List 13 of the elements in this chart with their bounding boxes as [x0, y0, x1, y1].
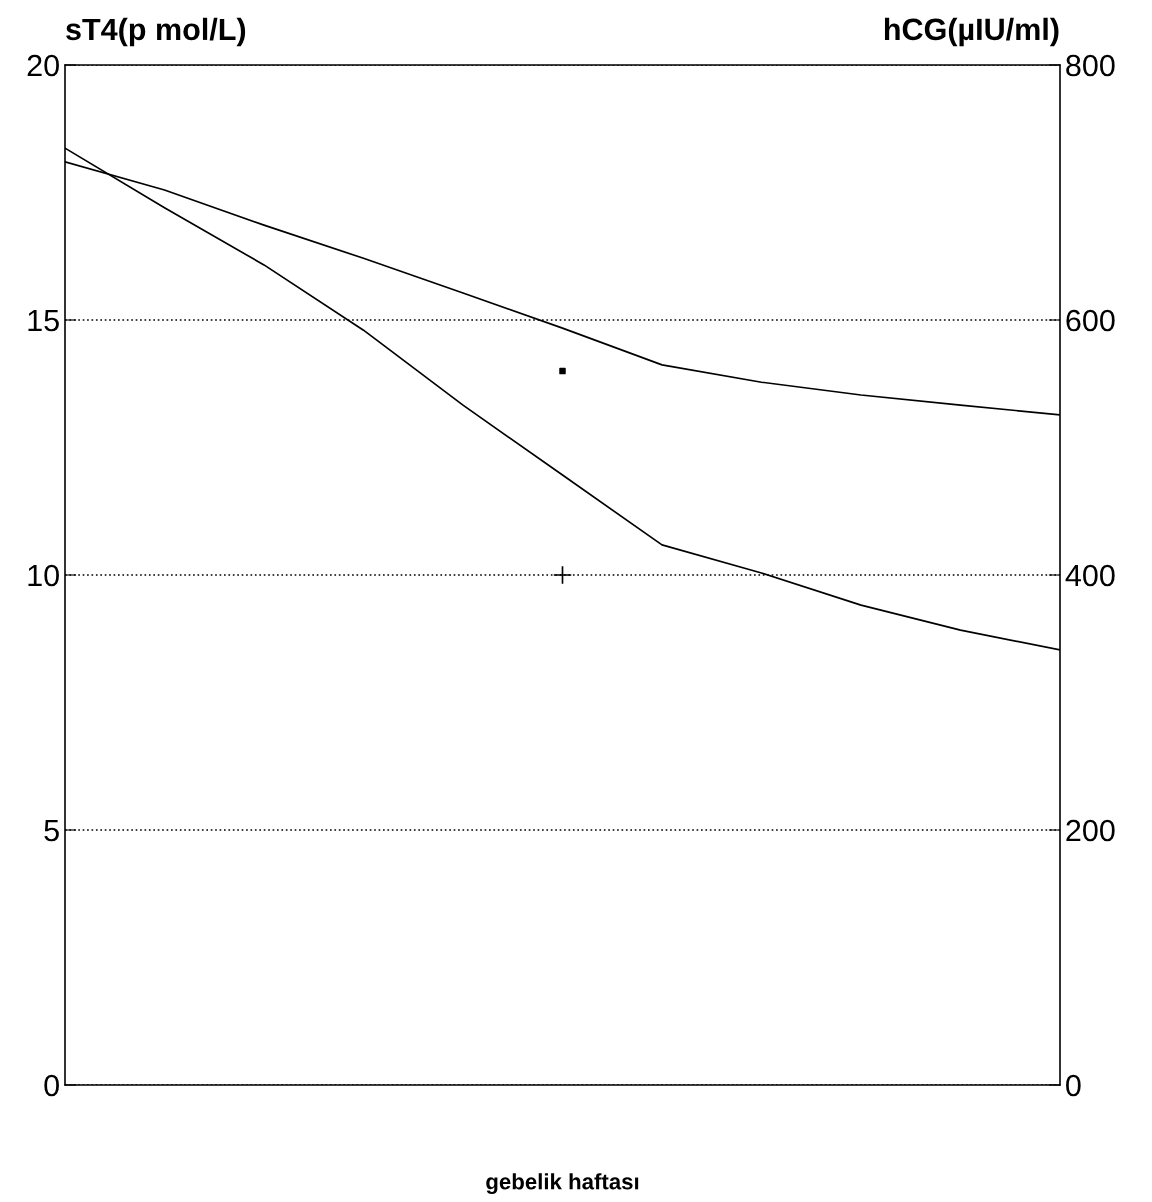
y2-tick-label: 800	[1066, 54, 1115, 77]
y-tick-label: 0	[44, 1074, 59, 1097]
y2-tick-label: 200	[1066, 819, 1115, 842]
x-axis-title: gebelik haftası	[486, 1173, 639, 1195]
y-tick-label: 20	[27, 54, 59, 77]
y2-axis-title: hCG(µIU/ml)	[884, 17, 1059, 47]
y-tick-label: 15	[28, 310, 59, 332]
y-axis-title: sT4(p mol/L)	[66, 17, 246, 47]
y-tick-label: 5	[44, 820, 59, 842]
y2-tick-label: 0	[1066, 1074, 1081, 1097]
y2-tick-label: 600	[1066, 309, 1115, 332]
y-tick-label: 10	[28, 564, 59, 587]
y2-tick-label: 400	[1065, 564, 1115, 587]
